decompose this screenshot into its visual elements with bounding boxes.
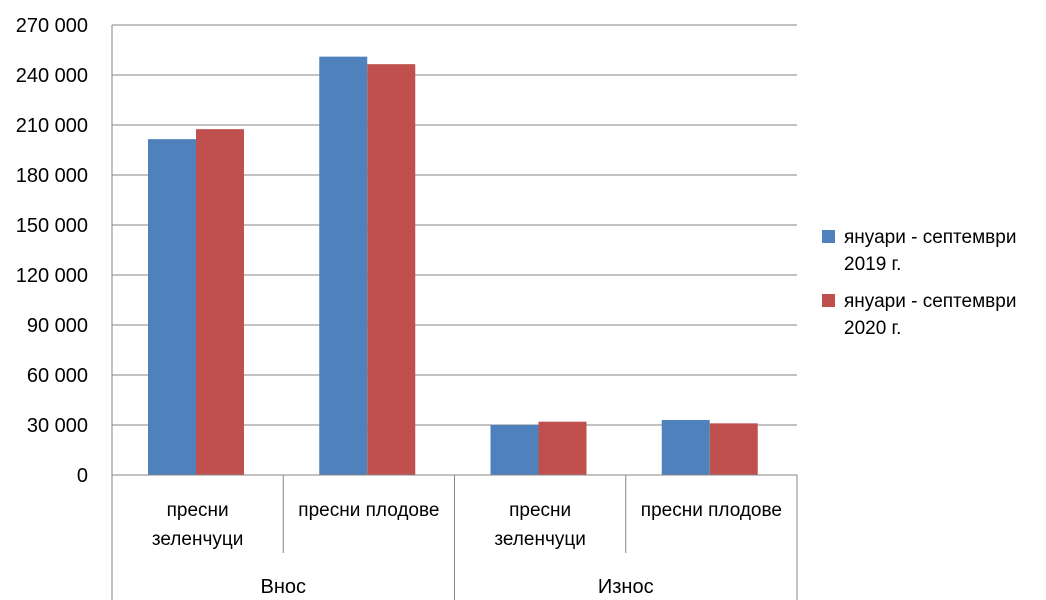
x-axis xyxy=(111,25,798,600)
bar xyxy=(490,425,539,475)
legend-swatch xyxy=(822,294,835,307)
y-tick-label: 210 000 xyxy=(16,115,88,137)
bar xyxy=(148,139,196,475)
y-tick-label: 120 000 xyxy=(16,265,88,287)
y-axis-tick-labels: 0 30 000 60 000 90 000 120 000 150 000 180 000… xyxy=(16,15,88,487)
y-tick-label: 90 000 xyxy=(27,315,88,337)
y-tick-label: 150 000 xyxy=(16,215,88,237)
category-label: пресни плодове xyxy=(641,500,782,521)
legend-label: януари - септември 2020 г. xyxy=(844,291,1016,339)
y-tick-label: 30 000 xyxy=(27,415,88,437)
y-tick-label: 60 000 xyxy=(27,365,88,387)
legend: януари - септември 2019 г. януари - септем… xyxy=(822,227,1016,339)
category-labels: пресни зеленчуци пресни плодове пресни зелен… xyxy=(152,500,782,598)
category-label: пресни зеленчуци xyxy=(152,500,243,550)
bar xyxy=(661,420,710,475)
group-label: Внос xyxy=(260,576,306,598)
legend-label: януари - септември 2019 г. xyxy=(844,227,1016,275)
y-tick-label: 240 000 xyxy=(16,65,88,87)
bar xyxy=(319,56,368,476)
legend-item: януари - септември 2020 г. xyxy=(822,291,1016,339)
group-label: Износ xyxy=(598,576,654,598)
bar xyxy=(367,64,416,476)
y-tick-label: 270 000 xyxy=(16,15,88,37)
legend-swatch xyxy=(822,230,835,243)
bars xyxy=(148,56,758,476)
y-tick-label: 0 xyxy=(77,465,88,487)
legend-item: януари - септември 2019 г. xyxy=(822,227,1016,275)
bar xyxy=(709,423,758,475)
y-tick-label: 180 000 xyxy=(16,165,88,187)
bar xyxy=(196,129,244,475)
category-label: пресни плодове xyxy=(298,500,439,521)
category-label: пресни зеленчуци xyxy=(494,500,585,550)
bar xyxy=(538,421,587,475)
